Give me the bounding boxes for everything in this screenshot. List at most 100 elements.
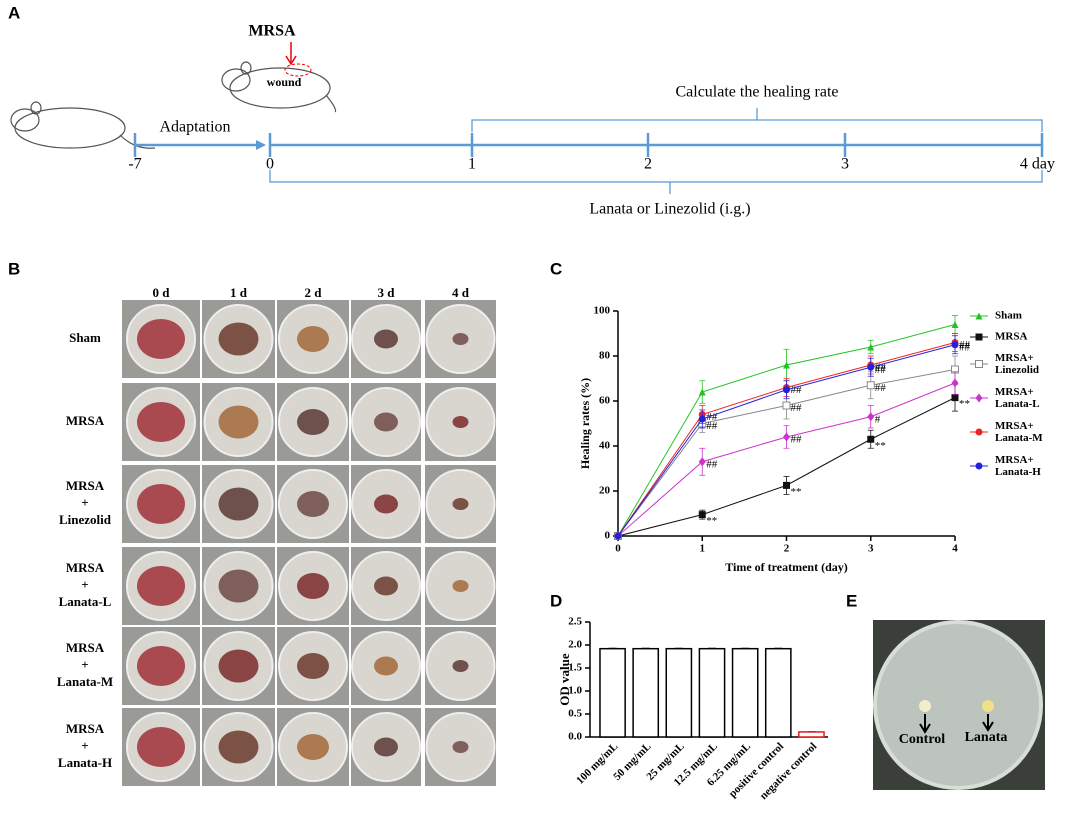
wound (218, 322, 259, 356)
y-tick-label: 2.5 (568, 616, 582, 628)
dish-label: Lanata (965, 730, 1008, 745)
y-tick-label: 60 (599, 395, 611, 407)
wound (452, 741, 469, 753)
panel-label: A (8, 3, 20, 22)
mrsa-label: MRSA (248, 23, 296, 40)
y-tick-label: 80 (599, 350, 611, 362)
timeline-tick-label: 3 (841, 156, 849, 173)
row-label: + (81, 738, 88, 753)
wound (452, 498, 469, 510)
bar (665, 647, 693, 738)
wound (218, 569, 259, 603)
y-tick-label: 20 (599, 485, 611, 497)
wound (297, 326, 329, 352)
wound (218, 405, 259, 439)
bar (632, 647, 660, 738)
bracket (269, 170, 1043, 194)
significance-label: ** (959, 398, 970, 410)
row-label: MRSA (66, 640, 105, 655)
row-label: MRSA (66, 560, 105, 575)
data-point (951, 378, 959, 388)
row-label: + (81, 577, 88, 592)
x-tick-label: 1 (700, 543, 706, 555)
significance-label: ## (791, 434, 803, 446)
legend-marker (975, 393, 983, 403)
y-tick-label: 0.5 (568, 708, 582, 720)
data-point (866, 381, 875, 390)
row-label: MRSA (66, 721, 105, 736)
photo-grid: 0 d 1 d 2 d 3 d 4 d Sham MRSA MRSA + Linezolid MRS… (57, 285, 496, 786)
panel-label: E (846, 591, 857, 610)
y-tick-label: 2.0 (568, 639, 582, 651)
row-label: MRSA (66, 413, 105, 428)
column-label: 3 d (378, 285, 396, 300)
x-tick-label: 4 (952, 543, 958, 555)
legend-marker (975, 360, 983, 368)
row-label: Linezolid (59, 512, 112, 527)
legend-label: Sham (995, 310, 1022, 322)
dish-label: Control (899, 732, 946, 747)
data-point (783, 361, 790, 369)
legend-marker (975, 312, 983, 320)
column-label: 2 d (305, 285, 323, 300)
row-label: Lanata-L (59, 594, 112, 609)
data-point (951, 394, 959, 402)
wound (374, 656, 398, 676)
x-tick-label: negative control (758, 740, 820, 802)
legend-marker (975, 462, 983, 470)
significance-label: ## (791, 402, 803, 414)
row-label: Lanata-H (58, 755, 112, 770)
wound (137, 566, 185, 606)
data-point (783, 386, 790, 394)
bar (698, 647, 726, 738)
wound (218, 487, 259, 521)
y-tick-label: 40 (599, 440, 611, 452)
disc (919, 700, 931, 712)
data-point (783, 481, 790, 489)
data-point (783, 432, 790, 442)
wound (297, 653, 329, 679)
row-label: Sham (69, 330, 101, 345)
wound (137, 727, 185, 767)
treatment-label: Lanata or Linezolid (i.g.) (589, 201, 750, 218)
timeline-tick-label: 4 day (1020, 156, 1055, 173)
data-point (867, 435, 875, 443)
data-point (698, 511, 706, 519)
significance-label: # (875, 413, 881, 425)
timeline-tick-label: -7 (128, 156, 141, 173)
significance-label: ** (706, 515, 717, 527)
wound (297, 573, 329, 599)
bar (599, 647, 626, 738)
mouse-icon (221, 61, 337, 113)
column-label: 4 d (452, 285, 470, 300)
significance-label: ## (959, 341, 971, 353)
data-point (867, 343, 875, 351)
wound (374, 412, 398, 432)
panel-label: B (8, 259, 20, 278)
wound (137, 646, 185, 686)
wound (374, 329, 398, 349)
significance-label: ## (706, 420, 718, 432)
wound (297, 409, 329, 435)
wound (374, 494, 398, 514)
wound (452, 333, 469, 345)
bar (731, 647, 759, 738)
significance-label: ## (875, 382, 887, 394)
timeline-tick-label: 1 (468, 156, 476, 173)
legend-label: MRSA+ Lanata-M (995, 420, 1043, 444)
wound-mark (284, 63, 312, 77)
significance-label: ## (875, 364, 887, 376)
legend-marker (975, 333, 983, 341)
y-axis-label: OD value (557, 653, 572, 706)
calculate-label: Calculate the healing rate (675, 84, 838, 101)
row-label: + (81, 657, 88, 672)
bar (798, 731, 825, 738)
wound (218, 730, 259, 764)
row-label: Lanata-M (57, 674, 113, 689)
bar (764, 647, 792, 738)
data-point (698, 415, 706, 423)
column-label: 1 d (230, 285, 248, 300)
y-axis-label: Healing rates (%) (578, 378, 592, 469)
mouse-icon (10, 101, 156, 149)
timeline (133, 133, 1044, 157)
